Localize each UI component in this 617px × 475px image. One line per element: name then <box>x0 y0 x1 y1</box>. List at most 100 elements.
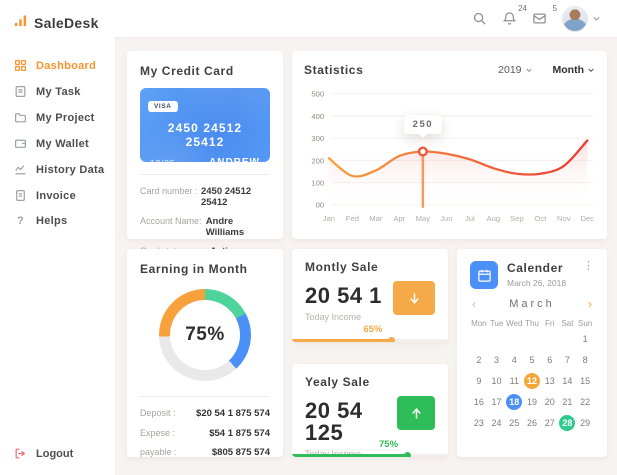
svg-text:May: May <box>416 214 431 223</box>
messages-count-badge: 5 <box>552 4 557 13</box>
calendar-title: Calender <box>507 261 564 275</box>
search-icon[interactable] <box>472 11 487 26</box>
calendar-day-empty <box>470 328 488 349</box>
svg-text:Apr: Apr <box>393 214 405 223</box>
calendar-day[interactable]: 1 <box>582 333 588 344</box>
sidebar-item-dashboard[interactable]: Dashboard <box>0 55 115 76</box>
sidebar-menu: Dashboard My Task My Project My Wallet H… <box>0 55 115 231</box>
app-name: SaleDesk <box>34 15 99 31</box>
sidebar-item-label: My Task <box>36 85 81 98</box>
calendar-day[interactable]: 14 <box>562 375 573 386</box>
kebab-menu-icon[interactable]: ⋮ <box>583 260 594 272</box>
calendar-day[interactable]: 20 <box>544 396 555 407</box>
calendar-date-caption: March 26, 2018 <box>507 278 567 288</box>
detail-value: 2450 24512 25412 <box>200 186 252 208</box>
earning-value: $805 875 574 <box>211 447 270 458</box>
detail-value: Andre Williams <box>205 216 245 238</box>
calendar-day[interactable]: 22 <box>580 396 591 407</box>
yearly-sale-panel: Yealy Sale 20 54 125 Today Income 75% <box>292 364 448 457</box>
calendar-day[interactable]: 9 <box>476 375 482 386</box>
trend-up-button[interactable] <box>397 396 435 430</box>
sidebar-item-helps[interactable]: ? Helps <box>0 211 115 231</box>
monthly-progress-label: 65% <box>363 324 383 335</box>
notifications-bell-icon[interactable]: 24 <box>502 4 527 26</box>
user-menu[interactable] <box>562 5 601 32</box>
calendar-day[interactable]: 15 <box>580 375 591 386</box>
calendar-day[interactable]: 8 <box>582 354 588 365</box>
sidebar-item-label: Helps <box>36 215 68 227</box>
account-name-row: Account Name: Andre Williams <box>140 216 270 238</box>
calendar-day[interactable]: 25 <box>509 417 520 428</box>
calendar-day[interactable]: 7 <box>564 354 570 365</box>
period-filter-dropdown[interactable]: Month <box>553 64 596 76</box>
app-logo[interactable]: SaleDesk <box>0 0 115 33</box>
calendar-day[interactable]: 2 <box>476 354 482 365</box>
logout-icon <box>14 447 27 460</box>
wallet-icon <box>14 137 27 150</box>
calendar-day[interactable]: 24 <box>491 417 502 428</box>
messages-mail-icon[interactable]: 5 <box>532 4 557 26</box>
calendar-day[interactable]: 4 <box>511 354 517 365</box>
credit-card-panel: My Credit Card VISA 2450 24512 25412 12/… <box>127 51 283 257</box>
earning-value: $20 54 1 875 574 <box>196 408 270 419</box>
sidebar-item-invoice[interactable]: Invoice <box>0 185 115 206</box>
calendar-day[interactable]: 12 <box>523 370 541 391</box>
calendar-day[interactable]: 23 <box>473 417 484 428</box>
calendar-day[interactable]: 10 <box>491 375 502 386</box>
yearly-progress-label: 75% <box>379 439 399 450</box>
year-filter-dropdown[interactable]: 2019 <box>498 64 532 76</box>
calendar-day-header: Tue <box>489 319 504 328</box>
calendar-day-empty <box>559 328 577 349</box>
sidebar-item-my-wallet[interactable]: My Wallet <box>0 133 115 154</box>
sidebar-item-history-data[interactable]: History Data <box>0 159 115 180</box>
calendar-day-empty <box>488 328 506 349</box>
monthly-sale-title: Montly Sale <box>305 260 379 274</box>
earning-label: Deposit : <box>140 408 176 418</box>
calendar-day-headers: Mon Tue Wed Thu Fri Sat Sun <box>470 319 594 328</box>
calendar-day[interactable]: 5 <box>529 354 535 365</box>
credit-card-visual: VISA 2450 24512 25412 12/05 ANDREW <box>140 88 270 162</box>
calendar-day[interactable]: 11 <box>509 375 519 386</box>
calendar-day[interactable]: 13 <box>544 375 555 386</box>
calendar-day[interactable]: 29 <box>580 417 591 428</box>
monthly-sale-caption: Today Income <box>305 312 362 322</box>
statistics-panel: Statistics 2019 Month <box>292 51 607 239</box>
calendar-day[interactable]: 17 <box>491 396 502 407</box>
notifications-count-badge: 24 <box>518 4 527 13</box>
sidebar-item-my-project[interactable]: My Project <box>0 107 115 128</box>
calendar-day-empty <box>505 328 523 349</box>
sidebar-item-my-task[interactable]: My Task <box>0 81 115 102</box>
question-mark-icon: ? <box>16 215 25 227</box>
topbar: 24 5 <box>115 0 617 38</box>
card-number-row: Card number : 2450 24512 25412 <box>140 186 270 208</box>
next-month-button[interactable]: › <box>588 297 592 311</box>
credit-card-title: My Credit Card <box>140 64 234 78</box>
calendar-month-label: March <box>509 298 555 310</box>
folder-icon <box>14 111 27 124</box>
logout-button[interactable]: Logout <box>14 447 73 460</box>
card-expiry: 12/05 <box>150 158 175 163</box>
sidebar-item-label: My Wallet <box>36 137 90 150</box>
svg-text:Dec: Dec <box>581 214 595 223</box>
calendar-day-empty <box>541 328 559 349</box>
avatar <box>562 5 588 32</box>
arrow-up-icon <box>411 407 421 418</box>
calendar-day[interactable]: 21 <box>562 396 573 407</box>
trend-down-button[interactable] <box>393 281 435 315</box>
calendar-day[interactable]: 16 <box>473 396 484 407</box>
calendar-day[interactable]: 3 <box>494 354 500 365</box>
calendar-day[interactable]: 26 <box>526 417 537 428</box>
calendar-day[interactable]: 19 <box>526 396 537 407</box>
calendar-day[interactable]: 18 <box>505 391 523 412</box>
yearly-sale-title: Yealy Sale <box>305 375 370 389</box>
calendar-day[interactable]: 6 <box>547 354 553 365</box>
svg-text:500: 500 <box>311 90 324 99</box>
earning-label: payable : <box>140 447 177 457</box>
calendar-day-header: Sat <box>561 319 574 328</box>
calendar-day[interactable]: 28 <box>559 412 577 433</box>
logout-label: Logout <box>36 447 74 460</box>
monthly-sale-amount: 20 54 1 <box>305 283 382 308</box>
divider <box>140 174 270 175</box>
prev-month-button[interactable]: ‹ <box>472 297 476 311</box>
calendar-day[interactable]: 27 <box>544 417 555 428</box>
